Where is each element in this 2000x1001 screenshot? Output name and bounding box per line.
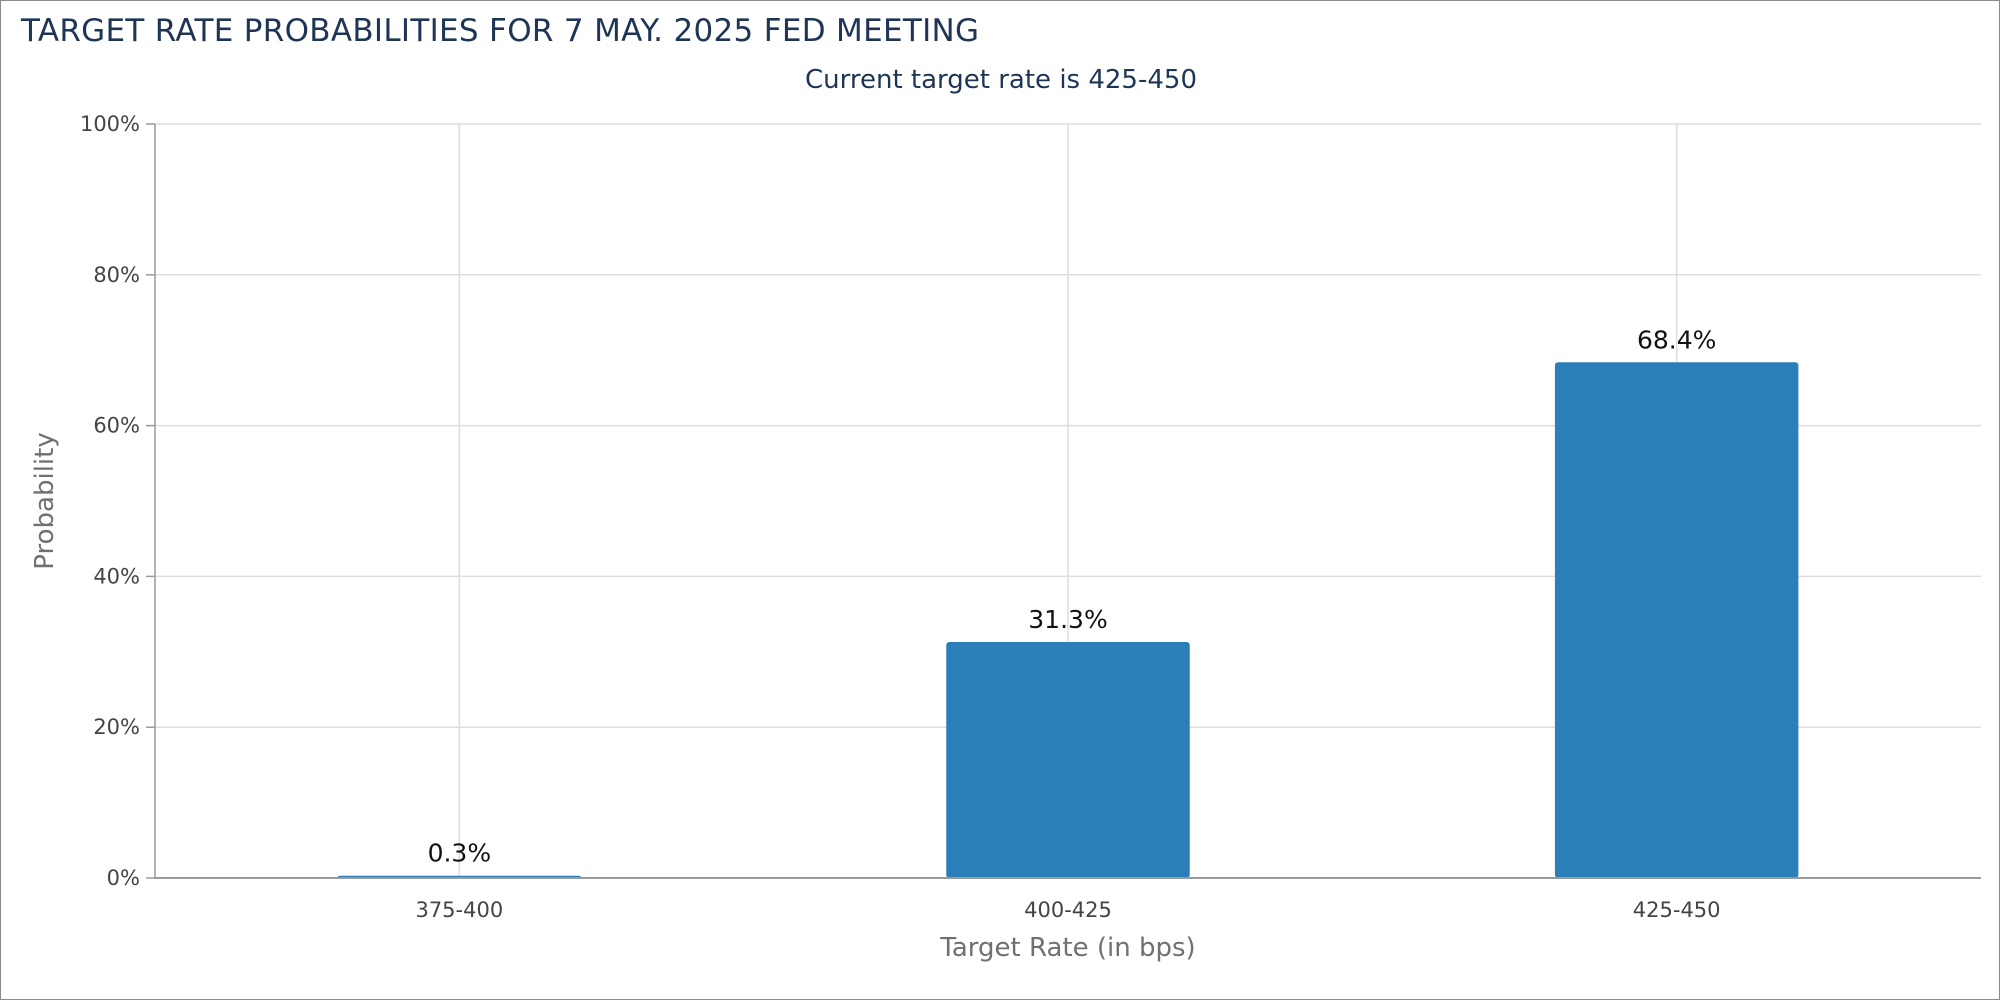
data-label: 0.3% xyxy=(428,839,492,868)
data-label: 68.4% xyxy=(1637,325,1716,354)
labels: 0% 20% 40% 60% 80% 100% 0.3% 31.3% 68.4% 375-400 4… xyxy=(30,112,1721,963)
bar[interactable] xyxy=(1554,362,1799,878)
y-tick-label: 0% xyxy=(107,866,140,890)
chart-title: TARGET RATE PROBABILITIES FOR 7 MAY. 202… xyxy=(21,13,980,49)
x-tick-label: 375-400 xyxy=(415,898,503,922)
chart-subtitle: Current target rate is 425-450 xyxy=(805,65,1197,95)
y-tick-label: 100% xyxy=(80,112,140,136)
bar[interactable] xyxy=(946,641,1190,878)
axes xyxy=(146,123,1981,879)
y-tick-label: 40% xyxy=(93,564,140,588)
data-label: 31.3% xyxy=(1028,605,1107,634)
bars xyxy=(337,362,1799,878)
x-axis-title: Target Rate (in bps) xyxy=(939,933,1195,963)
x-tick-label: 425-450 xyxy=(1633,898,1721,922)
y-axis-title: Probability xyxy=(30,432,60,569)
x-tick-label: 400-425 xyxy=(1024,898,1112,922)
y-tick-label: 60% xyxy=(93,414,140,438)
y-tick-label: 80% xyxy=(93,263,140,287)
y-tick-label: 20% xyxy=(93,715,140,739)
